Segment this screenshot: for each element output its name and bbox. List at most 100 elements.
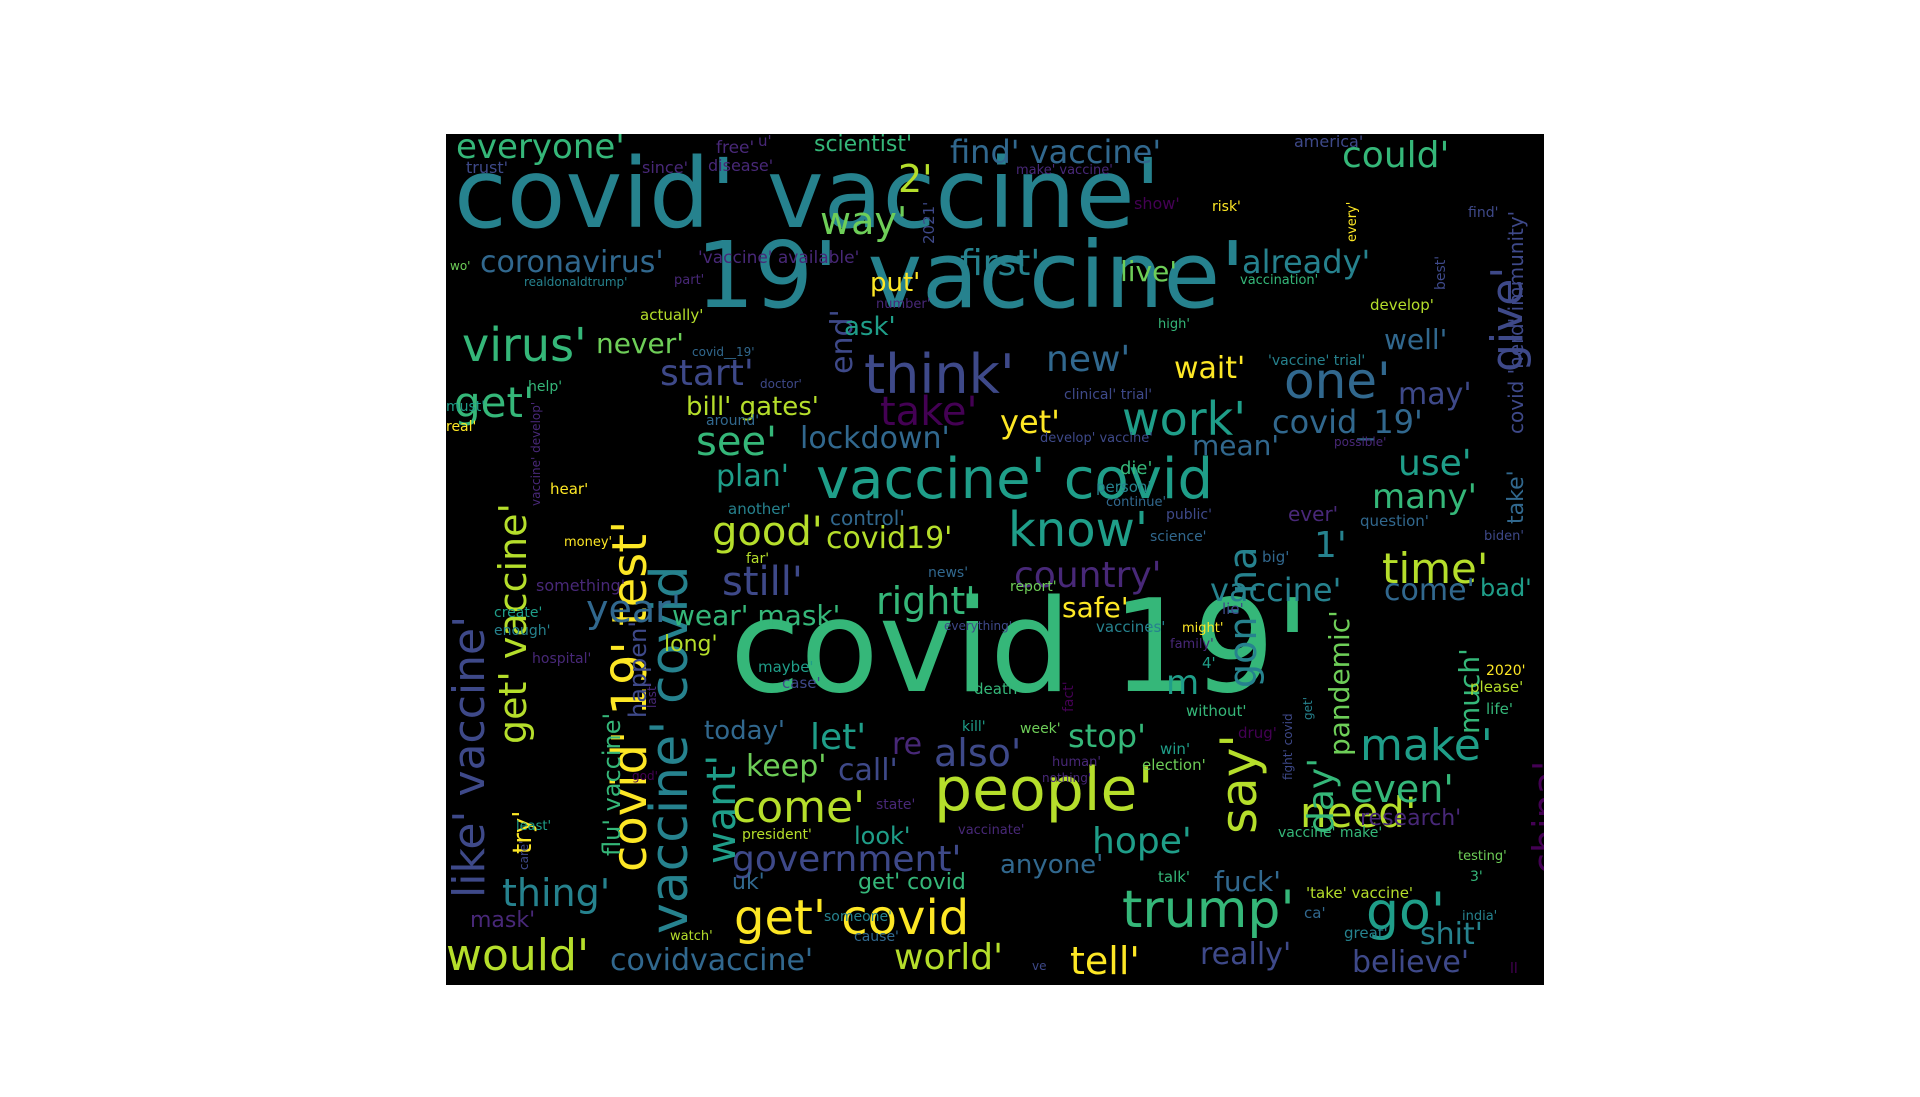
- word: nothing': [1042, 771, 1092, 785]
- word: covid19': [826, 521, 953, 556]
- word: vaccinate': [958, 823, 1025, 838]
- word: die': [1120, 458, 1153, 479]
- word: way': [820, 199, 908, 243]
- word: death': [974, 680, 1022, 698]
- word: clinical' trial': [1064, 387, 1153, 403]
- word: tell': [1070, 939, 1140, 983]
- word: anyone': [1000, 850, 1104, 880]
- word: never': [596, 327, 684, 360]
- word: pandemic': [1323, 610, 1356, 756]
- word: mask': [470, 908, 536, 933]
- word: big': [1262, 548, 1290, 566]
- word: long': [664, 632, 718, 657]
- word: think': [864, 343, 1015, 406]
- word: disease': [708, 156, 774, 175]
- word: without': [1186, 702, 1247, 720]
- word: uk': [732, 870, 765, 895]
- word: day': [1301, 757, 1342, 834]
- word: might': [1182, 621, 1224, 636]
- word: vaccine': [1210, 571, 1342, 609]
- word: safe': [1062, 591, 1129, 624]
- word: make': [1360, 720, 1493, 771]
- word: create': [494, 605, 543, 621]
- word: win': [1160, 740, 1191, 758]
- word: believe': [1352, 945, 1470, 980]
- word: well': [1384, 323, 1448, 356]
- word: country': [1014, 555, 1162, 596]
- word: life': [1486, 700, 1513, 718]
- word: india': [1462, 909, 1498, 924]
- word: week': [1020, 721, 1061, 737]
- word: virus': [462, 318, 587, 372]
- word: maybe': [758, 658, 814, 676]
- word: least': [516, 819, 552, 834]
- word: free': [716, 138, 755, 158]
- word: people': [934, 755, 1154, 825]
- word: many': [1372, 477, 1477, 517]
- word: every': [1345, 201, 1360, 242]
- word: make' vaccine': [1016, 163, 1113, 178]
- word: say': [1210, 733, 1268, 834]
- word: since': [642, 158, 688, 177]
- word: vaccination': [1240, 273, 1319, 288]
- word: talk': [1158, 868, 1191, 886]
- word: god': [632, 769, 658, 783]
- word: first': [960, 243, 1041, 284]
- word: look': [854, 822, 911, 850]
- word: also': [934, 731, 1022, 775]
- word: call': [838, 753, 898, 788]
- word: covid' vaccine': [454, 138, 1162, 250]
- word: hear': [550, 480, 589, 498]
- word: fuck': [1214, 865, 1281, 898]
- word: enough': [494, 623, 551, 639]
- word: case': [782, 674, 821, 692]
- word-cloud: covid' vaccine' 19' vaccine' covid 19' p…: [446, 134, 1544, 985]
- word: vaccine' make': [1278, 825, 1383, 841]
- word: covid_19': [1272, 403, 1423, 441]
- word: risk': [1212, 199, 1241, 215]
- word: state': [876, 797, 916, 813]
- word: human': [1052, 755, 1101, 770]
- word: develop': [1370, 296, 1434, 314]
- word: china': [1525, 760, 1544, 874]
- word: person': [1096, 478, 1152, 496]
- word: know': [1008, 502, 1149, 558]
- word: even': [1350, 767, 1454, 811]
- word: may': [1398, 377, 1472, 412]
- word: 3': [1470, 869, 1483, 885]
- word: flu' vaccine': [598, 712, 626, 856]
- word: ca': [1304, 904, 1326, 922]
- word: still': [722, 559, 803, 605]
- word: coronavirus': [480, 245, 664, 280]
- word: like' vaccine': [446, 615, 495, 898]
- word: vaccine' covid: [816, 447, 1214, 512]
- word: wear' mask': [672, 599, 841, 632]
- word: lockdown': [800, 421, 950, 456]
- word: stop': [1068, 717, 1146, 755]
- word: live': [1120, 255, 1178, 288]
- word: get' covid: [858, 870, 966, 895]
- word: kill': [962, 719, 986, 735]
- word: ask': [844, 312, 896, 342]
- word: ve: [1032, 959, 1047, 973]
- word: question': [1360, 512, 1429, 530]
- word: everyone': [456, 134, 625, 167]
- word: 2020': [1486, 663, 1526, 679]
- word: 'vaccine' trial': [1268, 353, 1366, 369]
- word: 2': [898, 157, 933, 201]
- word: today': [704, 716, 786, 746]
- word: another': [728, 500, 791, 518]
- word: need': [1300, 788, 1417, 837]
- word: yet': [1000, 403, 1060, 441]
- word: scientist': [814, 134, 913, 157]
- word: care': [517, 840, 531, 870]
- word: family': [1170, 637, 1214, 652]
- word: number': [876, 297, 931, 312]
- word: 'take' vaccine': [1306, 884, 1414, 902]
- word: trump': [1122, 880, 1295, 940]
- word: work': [1122, 392, 1246, 446]
- word: could': [1342, 135, 1450, 176]
- word: please': [1470, 678, 1524, 696]
- word: hospital': [532, 651, 592, 667]
- word: use': [1398, 443, 1472, 484]
